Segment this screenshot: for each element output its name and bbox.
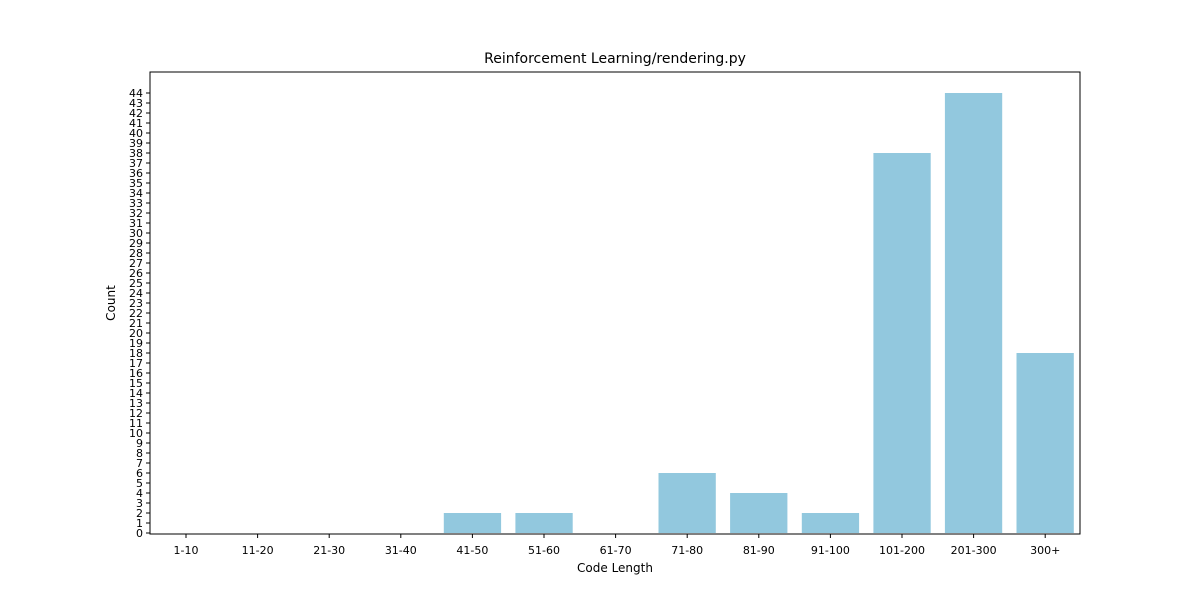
y-tick-label: 16 bbox=[129, 367, 143, 380]
x-tick-label: 91-100 bbox=[811, 544, 850, 557]
y-tick-label: 6 bbox=[136, 467, 143, 480]
y-tick-label: 30 bbox=[129, 227, 143, 240]
y-tick-label: 13 bbox=[129, 397, 143, 410]
y-tick-label: 31 bbox=[129, 217, 143, 230]
x-tick-label: 101-200 bbox=[879, 544, 925, 557]
x-tick-label: 61-70 bbox=[600, 544, 632, 557]
y-tick-label: 33 bbox=[129, 197, 143, 210]
y-tick-label: 32 bbox=[129, 207, 143, 220]
y-tick-label: 17 bbox=[129, 357, 143, 370]
y-tick-label: 8 bbox=[136, 447, 143, 460]
y-tick-label: 2 bbox=[136, 507, 143, 520]
y-tick-label: 10 bbox=[129, 427, 143, 440]
x-tick-label: 300+ bbox=[1030, 544, 1060, 557]
y-tick-label: 3 bbox=[136, 497, 143, 510]
y-tick-label: 26 bbox=[129, 267, 143, 280]
y-tick-label: 37 bbox=[129, 157, 143, 170]
x-tick-label: 31-40 bbox=[385, 544, 417, 557]
x-tick-label: 1-10 bbox=[174, 544, 199, 557]
y-tick-label: 40 bbox=[129, 127, 143, 140]
y-tick-label: 42 bbox=[129, 107, 143, 120]
bar-101-200 bbox=[873, 153, 931, 533]
y-tick-label: 28 bbox=[129, 247, 143, 260]
y-tick-label: 34 bbox=[129, 187, 143, 200]
x-tick-label: 201-300 bbox=[951, 544, 997, 557]
y-tick-label: 21 bbox=[129, 317, 143, 330]
y-tick-label: 20 bbox=[129, 327, 143, 340]
y-tick-label: 24 bbox=[129, 287, 143, 300]
y-tick-label: 12 bbox=[129, 407, 143, 420]
y-tick-label: 27 bbox=[129, 257, 143, 270]
y-tick-label: 35 bbox=[129, 177, 143, 190]
y-tick-label: 19 bbox=[129, 337, 143, 350]
y-tick-label: 4 bbox=[136, 487, 143, 500]
bar-41-50 bbox=[443, 513, 502, 533]
y-tick-label: 5 bbox=[136, 477, 143, 490]
y-tick-label: 25 bbox=[129, 277, 143, 290]
y-axis-ticks: 0123456789101112131415161718192021222324… bbox=[129, 87, 150, 540]
bar-91-100 bbox=[801, 513, 860, 533]
y-tick-label: 9 bbox=[136, 437, 143, 450]
y-tick-label: 1 bbox=[136, 517, 143, 530]
y-tick-label: 36 bbox=[129, 167, 143, 180]
y-tick-label: 39 bbox=[129, 137, 143, 150]
y-tick-label: 7 bbox=[136, 457, 143, 470]
bar-300+ bbox=[1016, 353, 1074, 533]
y-axis-label: Count bbox=[104, 285, 118, 321]
y-tick-label: 44 bbox=[129, 87, 143, 100]
x-tick-label: 21-30 bbox=[313, 544, 345, 557]
x-axis-label: Code Length bbox=[577, 561, 653, 575]
y-tick-label: 0 bbox=[136, 527, 143, 540]
x-tick-label: 41-50 bbox=[456, 544, 488, 557]
x-tick-label: 71-80 bbox=[671, 544, 703, 557]
plot-area-frame bbox=[149, 71, 1081, 535]
y-tick-label: 43 bbox=[129, 97, 143, 110]
bars-layer bbox=[443, 93, 1074, 533]
y-tick-label: 11 bbox=[129, 417, 143, 430]
x-tick-label: 51-60 bbox=[528, 544, 560, 557]
y-tick-label: 29 bbox=[129, 237, 143, 250]
y-tick-label: 22 bbox=[129, 307, 143, 320]
x-tick-label: 81-90 bbox=[743, 544, 775, 557]
y-tick-label: 18 bbox=[129, 347, 143, 360]
bar-51-60 bbox=[515, 513, 573, 533]
chart-title: Reinforcement Learning/rendering.py bbox=[484, 51, 746, 67]
y-tick-label: 15 bbox=[129, 377, 143, 390]
bar-81-90 bbox=[730, 493, 788, 533]
x-tick-label: 11-20 bbox=[242, 544, 274, 557]
y-tick-label: 38 bbox=[129, 147, 143, 160]
y-tick-label: 41 bbox=[129, 117, 143, 130]
y-tick-label: 14 bbox=[129, 387, 143, 400]
y-tick-label: 23 bbox=[129, 297, 143, 310]
bar-71-80 bbox=[658, 473, 716, 533]
x-axis-ticks: 1-10 11-20 21-30 31-40 41-50 51-60 61-70 71-80 8… bbox=[174, 534, 1060, 557]
bar-201-300 bbox=[944, 93, 1003, 533]
